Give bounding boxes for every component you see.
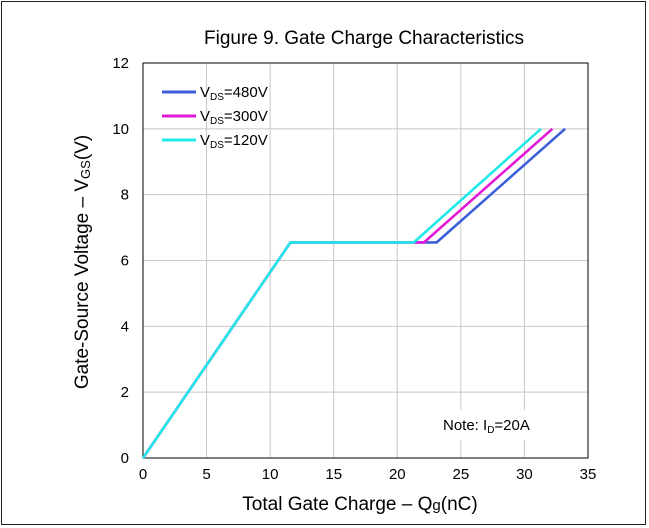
x-tick-label: 5	[202, 466, 210, 483]
x-axis-label-unit: (nC)	[441, 494, 478, 515]
x-axis-label-sep: –	[402, 494, 413, 515]
x-axis-label-main: Total Gate Charge	[242, 494, 396, 515]
y-tick-label: 8	[121, 187, 129, 204]
legend-value: =480V	[224, 84, 268, 101]
legend-label-0: VDS=480V	[200, 84, 268, 103]
legend-symbol: V	[200, 84, 210, 101]
y-tick-label: 10	[112, 121, 129, 138]
legend-symbol: V	[200, 132, 210, 149]
x-tick-label: 30	[516, 466, 533, 483]
note-box: Note: ID=20A	[437, 410, 560, 440]
y-axis-label-unit: (V)	[72, 135, 93, 160]
note-suffix: =20A	[494, 417, 529, 434]
note-background	[437, 410, 560, 440]
note-prefix: Note: I	[443, 417, 487, 434]
y-axis-label-sub: GS	[78, 160, 93, 179]
legend-symbol: V	[200, 108, 210, 125]
legend-value: =300V	[224, 108, 268, 125]
legend-label-2: VDS=120V	[200, 132, 268, 151]
chart-title: Figure 9. Gate Charge Characteristics	[204, 28, 524, 49]
legend-label-1: VDS=300V	[200, 108, 268, 127]
x-tick-label: 20	[389, 466, 406, 483]
legend-subscript: DS	[210, 116, 224, 127]
note-text: Note: ID=20A	[443, 417, 530, 436]
legend-subscript: DS	[210, 140, 224, 151]
plot-area	[142, 62, 589, 459]
x-tick-label: 25	[453, 466, 470, 483]
y-axis-label-sym: V	[72, 179, 93, 192]
x-axis-label-sub: g	[432, 497, 440, 514]
y-tick-label: 2	[121, 384, 129, 401]
legend-subscript: DS	[210, 92, 224, 103]
y-axis-label: Gate-Source Voltage – VGS(V)	[72, 135, 93, 389]
axis-ticks: 0 5 10 15 20 25 30 35 0 2 4 6 8 10 12	[112, 55, 596, 483]
x-tick-label: 15	[325, 466, 342, 483]
series-line-1	[141, 127, 554, 459]
y-tick-label: 12	[112, 55, 129, 72]
y-axis-label-main: Gate-Source Voltage	[72, 213, 93, 389]
x-axis-label-sym: Q	[418, 494, 433, 515]
y-tick-label: 0	[121, 450, 129, 467]
x-tick-label: 10	[262, 466, 279, 483]
x-tick-label: 0	[139, 466, 147, 483]
note-sub: D	[487, 425, 494, 436]
series-line-2	[141, 127, 542, 459]
x-axis-label: Total Gate Charge – Qg(nC)	[242, 494, 477, 515]
series-lines	[141, 127, 566, 459]
grid-lines	[143, 63, 588, 458]
legend-value: =120V	[224, 132, 268, 149]
y-tick-label: 6	[121, 253, 129, 270]
x-tick-label: 35	[580, 466, 597, 483]
y-axis-label-sep: –	[72, 197, 93, 208]
y-tick-label: 4	[121, 318, 129, 335]
